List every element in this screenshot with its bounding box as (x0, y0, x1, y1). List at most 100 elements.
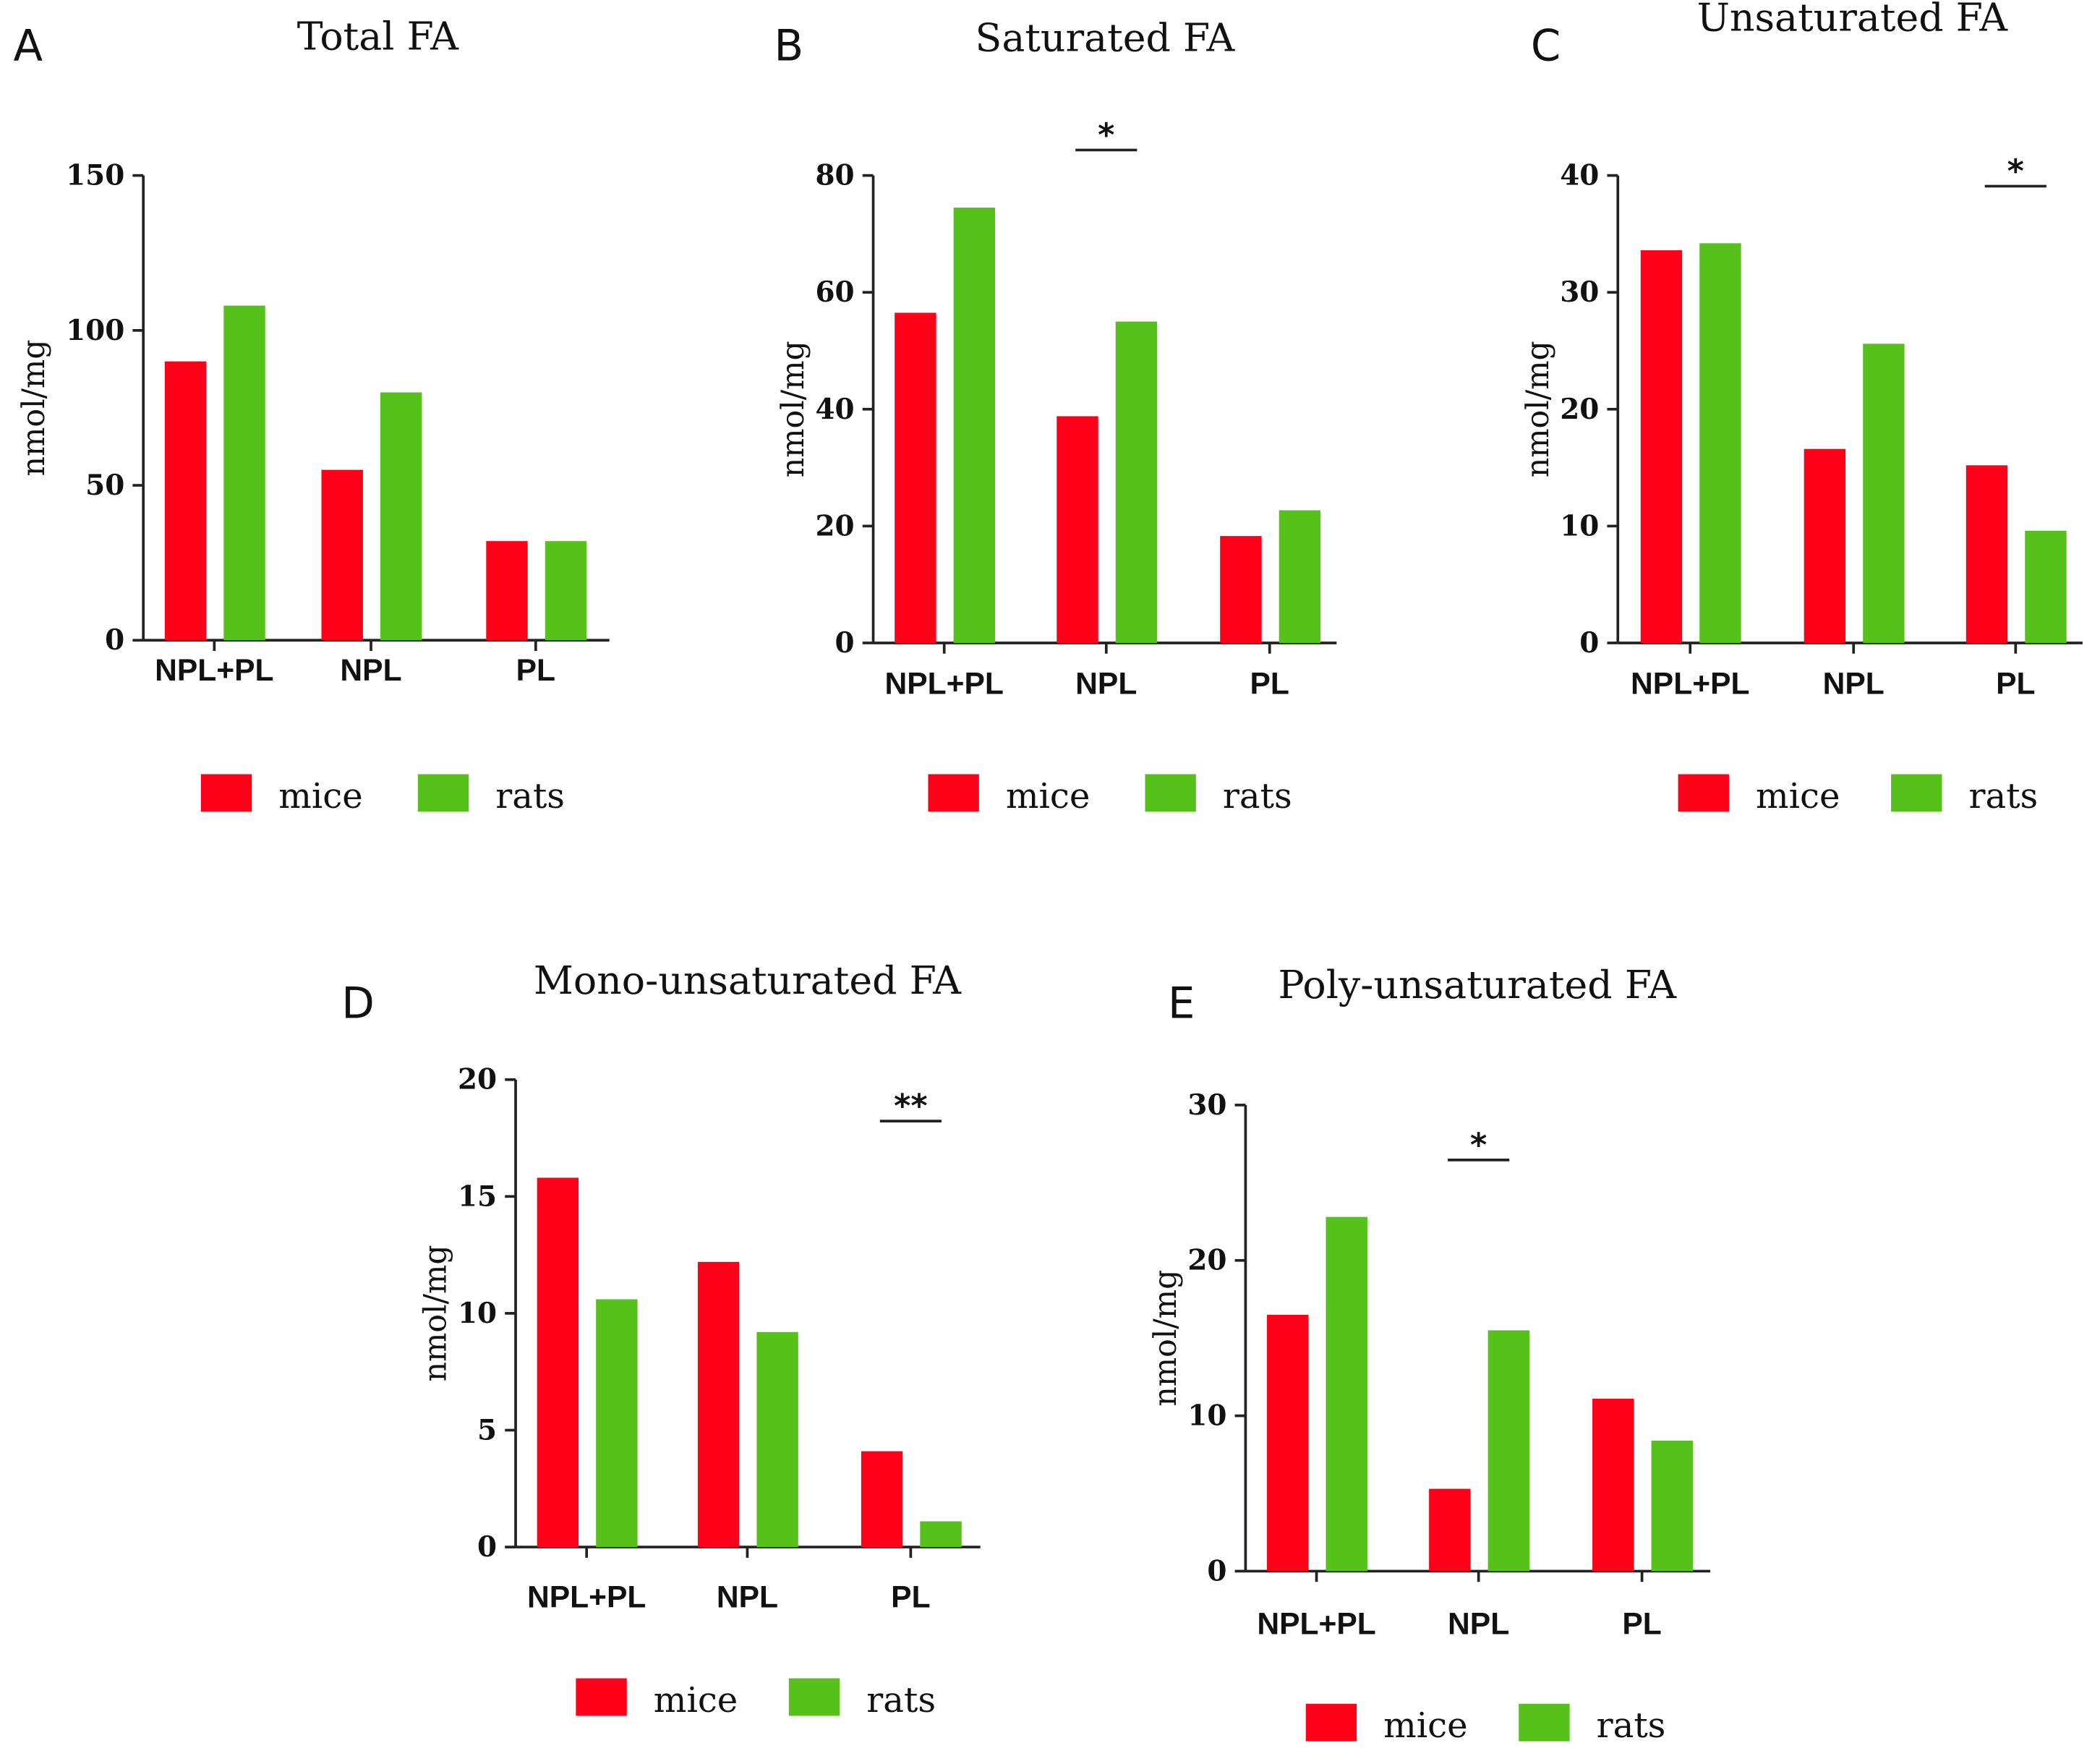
bar-mice-npl (697, 1261, 740, 1548)
panel-letter: A (14, 20, 43, 70)
bar-mice-npl-pl (1640, 250, 1683, 643)
bar-mice-npl-pl (895, 312, 936, 643)
bar-mice-npl (1057, 416, 1098, 643)
bar-rats-npl-pl (953, 208, 996, 643)
y-tick-label: 20 (1560, 393, 1599, 426)
significance-label: * (1470, 1127, 1487, 1164)
bar-rats-pl (1279, 510, 1321, 643)
x-tick-label: NPL+PL (884, 666, 1003, 701)
bar-rats-npl-pl (596, 1299, 638, 1548)
x-tick-label: PL (1996, 666, 2035, 701)
x-tick-label: PL (1622, 1606, 1661, 1641)
y-tick-label: 0 (477, 1530, 497, 1564)
x-tick-label: NPL+PL (527, 1580, 646, 1614)
bar-rats-npl (1488, 1330, 1530, 1572)
legend-label-mice: mice (278, 776, 363, 817)
y-axis-label: nmol/mg (775, 341, 811, 477)
x-tick-label: PL (1250, 666, 1289, 701)
y-axis-label: nmol/mg (1148, 1270, 1184, 1407)
y-tick-label: 10 (1560, 509, 1599, 542)
y-tick-label: 40 (815, 393, 854, 426)
panel-letter: B (774, 20, 803, 70)
significance-label: ** (894, 1088, 927, 1125)
legend-label-rats: rats (1223, 776, 1292, 817)
legend-swatch-mice (1678, 774, 1729, 812)
bar-mice-npl (321, 469, 363, 641)
chart-title: Total FA (297, 14, 459, 59)
chart-title: Mono-unsaturated FA (534, 958, 962, 1003)
bar-rats-npl (1115, 321, 1158, 643)
legend-swatch-rats (1891, 774, 1942, 812)
y-tick-label: 50 (85, 469, 124, 502)
y-tick-label: 80 (815, 159, 854, 192)
legend-swatch-rats (1519, 1703, 1570, 1742)
bar-rats-pl (2025, 530, 2067, 643)
x-tick-label: NPL+PL (1257, 1606, 1375, 1641)
significance-label: * (1098, 117, 1114, 154)
y-tick-label: 30 (1560, 276, 1599, 309)
bar-mice-pl (1965, 465, 2008, 643)
panel-letter: D (341, 979, 375, 1028)
legend-swatch-mice (1305, 1703, 1357, 1742)
legend-label-rats: rats (1597, 1705, 1666, 1746)
legend-swatch-rats (417, 774, 469, 812)
y-tick-label: 0 (835, 626, 855, 660)
x-tick-label: PL (891, 1580, 930, 1614)
x-tick-label: NPL+PL (1631, 666, 1749, 701)
x-tick-label: NPL (1823, 666, 1885, 701)
y-tick-label: 10 (1187, 1399, 1226, 1433)
legend-swatch-rats (788, 1678, 840, 1716)
y-tick-label: 40 (1560, 159, 1599, 192)
bar-rats-npl-pl (1326, 1216, 1367, 1572)
bar-mice-npl (1804, 448, 1846, 643)
significance-label: * (2007, 153, 2024, 190)
y-axis-label: nmol/mg (418, 1245, 454, 1381)
bar-mice-pl (1220, 536, 1262, 643)
bar-mice-pl (861, 1451, 903, 1548)
y-tick-label: 0 (105, 623, 124, 657)
x-tick-label: NPL (340, 653, 401, 688)
y-tick-label: 20 (458, 1063, 497, 1096)
y-tick-label: 20 (1187, 1244, 1226, 1277)
y-tick-label: 0 (1207, 1554, 1226, 1587)
legend-swatch-rats (1145, 774, 1196, 812)
y-tick-label: 60 (815, 276, 854, 309)
bar-mice-npl-pl (537, 1177, 579, 1548)
legend-label-rats: rats (1968, 776, 2038, 817)
legend-label-mice: mice (1006, 776, 1090, 817)
legend-swatch-mice (576, 1678, 627, 1716)
y-axis-label: nmol/mg (16, 339, 52, 476)
bar-mice-npl-pl (1267, 1314, 1309, 1572)
panel-letter: E (1168, 979, 1195, 1028)
chart-title: Saturated FA (976, 14, 1236, 60)
x-tick-label: NPL (1075, 666, 1137, 701)
bar-mice-npl (1429, 1488, 1471, 1572)
y-tick-label: 150 (66, 159, 124, 192)
bar-mice-pl (1592, 1398, 1634, 1572)
legend-label-mice: mice (1383, 1705, 1468, 1746)
chart-title: Unsaturated FA (1697, 0, 2009, 41)
y-tick-label: 30 (1187, 1088, 1226, 1122)
legend-label-mice: mice (654, 1680, 738, 1721)
y-axis-label: nmol/mg (1520, 341, 1556, 477)
y-tick-label: 10 (458, 1297, 497, 1330)
legend-swatch-mice (928, 774, 979, 812)
y-tick-label: 5 (477, 1413, 497, 1446)
bar-mice-npl-pl (164, 361, 207, 641)
y-tick-label: 15 (458, 1180, 497, 1213)
y-tick-label: 20 (815, 509, 854, 542)
bar-mice-pl (486, 541, 528, 641)
bar-rats-npl-pl (223, 305, 265, 641)
legend-swatch-mice (200, 774, 252, 812)
legend-label-mice: mice (1756, 776, 1840, 817)
y-tick-label: 0 (1579, 626, 1599, 660)
bar-rats-pl (920, 1521, 962, 1548)
x-tick-label: PL (516, 653, 555, 688)
legend-label-rats: rats (866, 1680, 936, 1721)
bar-rats-npl (380, 392, 422, 641)
x-tick-label: NPL+PL (155, 653, 273, 688)
x-tick-label: NPL (1448, 1606, 1509, 1641)
legend-label-rats: rats (495, 776, 565, 817)
panel-letter: C (1531, 20, 1561, 70)
